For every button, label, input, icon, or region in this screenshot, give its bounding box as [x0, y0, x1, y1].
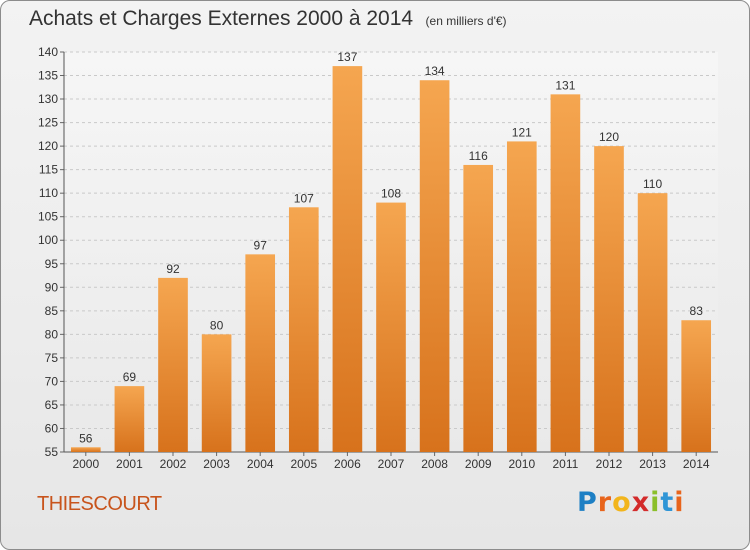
y-tick-label: 105	[38, 210, 58, 224]
x-tick-label: 2000	[72, 457, 99, 471]
y-tick-label: 125	[38, 116, 58, 130]
bar-value-label: 121	[512, 125, 532, 139]
y-tick-label: 135	[38, 69, 58, 83]
bar	[681, 320, 712, 452]
chart-title: Achats et Charges Externes 2000 à 2014	[29, 7, 414, 30]
x-tick-label: 2009	[465, 457, 492, 471]
logo-letter: o	[612, 487, 632, 518]
x-tick-label: 2003	[203, 457, 230, 471]
bar-value-label: 69	[123, 370, 137, 384]
bar	[506, 141, 537, 453]
bar	[463, 164, 494, 453]
x-tick-label: 2002	[160, 457, 187, 471]
bar-value-label: 137	[337, 50, 357, 64]
x-tick-label: 2014	[683, 457, 710, 471]
y-tick-label: 90	[45, 280, 59, 294]
bar-value-label: 108	[381, 187, 401, 201]
x-tick-label: 2013	[639, 457, 666, 471]
bar-value-label: 120	[599, 130, 619, 144]
bar	[594, 146, 624, 452]
bar-value-label: 97	[254, 238, 268, 252]
x-tick-label: 2012	[596, 457, 623, 471]
bar-value-label: 107	[294, 191, 314, 205]
y-tick-label: 70	[45, 374, 59, 388]
logo-letter: r	[597, 487, 613, 518]
bar-value-label: 92	[166, 262, 180, 276]
chart-title-row: Achats et Charges Externes 2000 à 2014 (…	[29, 7, 507, 31]
y-tick-label: 110	[39, 186, 58, 200]
chart-subtitle: (en milliers d'€)	[425, 14, 507, 28]
proxiti-logo: Proxiti	[577, 487, 685, 518]
logo-letter: i	[650, 487, 661, 518]
y-tick-label: 75	[45, 351, 59, 365]
bar	[288, 207, 319, 452]
x-tick-label: 2011	[552, 457, 578, 471]
logo-letter: x	[631, 487, 651, 518]
bar	[201, 334, 232, 452]
x-tick-label: 2008	[421, 457, 448, 471]
y-tick-label: 115	[39, 163, 58, 177]
logo-letter: i	[674, 487, 685, 518]
y-tick-label: 85	[45, 304, 59, 318]
y-tick-label: 55	[45, 445, 59, 459]
x-tick-label: 2005	[290, 457, 317, 471]
bar	[158, 277, 188, 452]
y-tick-label: 65	[45, 398, 59, 412]
y-tick-label: 140	[38, 45, 58, 59]
bar	[637, 193, 668, 453]
x-tick-label: 2007	[378, 457, 405, 471]
y-tick-label: 100	[38, 233, 58, 247]
bar	[245, 254, 276, 452]
bar	[376, 202, 406, 452]
x-tick-label: 2001	[116, 457, 143, 471]
x-tick-label: 2010	[508, 457, 535, 471]
y-tick-label: 95	[45, 257, 59, 271]
bar-value-label: 134	[425, 64, 445, 78]
y-tick-label: 130	[38, 92, 58, 106]
bar-value-label: 110	[643, 177, 662, 191]
bar	[419, 80, 450, 452]
x-tick-label: 2006	[334, 457, 361, 471]
bar-value-label: 131	[555, 78, 575, 92]
y-tick-label: 80	[45, 327, 59, 341]
bar	[70, 447, 101, 452]
bar	[550, 94, 581, 453]
bar-value-label: 116	[469, 149, 488, 163]
bar	[332, 66, 363, 452]
bar	[114, 386, 145, 452]
y-tick-label: 120	[38, 139, 58, 153]
y-tick-label: 60	[45, 421, 59, 435]
logo-letter: t	[660, 487, 675, 518]
logo-letter: P	[577, 487, 598, 518]
commune-name: THIESCOURT	[37, 493, 162, 515]
x-tick-label: 2004	[247, 457, 274, 471]
bar-value-label: 83	[690, 304, 704, 318]
bar-value-label: 80	[210, 318, 224, 332]
bar-value-label: 56	[79, 431, 93, 445]
